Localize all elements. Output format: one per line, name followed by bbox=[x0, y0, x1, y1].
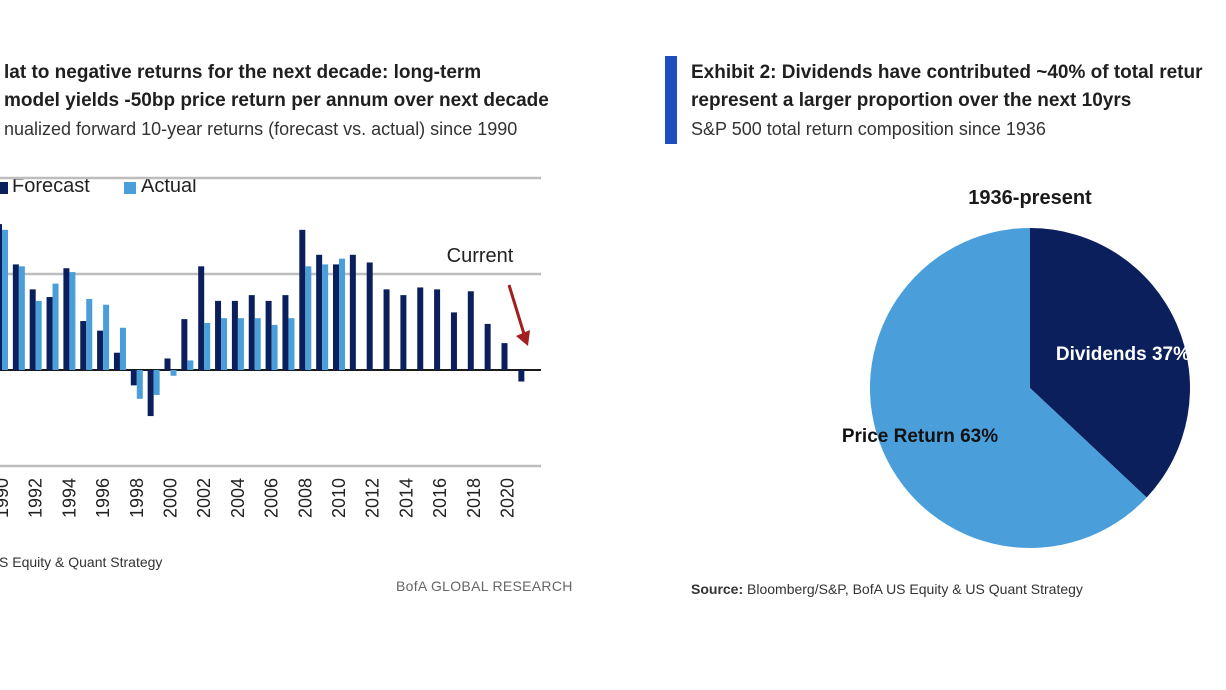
bar-actual-1990 bbox=[2, 229, 8, 370]
bar-actual-1992 bbox=[35, 300, 42, 370]
bar-forecast-1999 bbox=[147, 370, 154, 417]
bar-forecast-2011 bbox=[349, 254, 356, 370]
x-tick-label: 2014 bbox=[396, 478, 416, 518]
bar-actual-1993 bbox=[52, 283, 59, 370]
pie-chart: 1936-present Dividends 37% Price Return 6… bbox=[842, 187, 1191, 548]
bar-forecast-2012 bbox=[366, 262, 373, 370]
x-tick-label: 2010 bbox=[329, 478, 349, 518]
legend-actual-label: Actual bbox=[141, 175, 197, 197]
bar-forecast-2019 bbox=[484, 323, 491, 370]
x-tick-label: 1998 bbox=[127, 478, 147, 518]
bar-chart: 1990 1992 1994 1996 1998 2000 2002 2004 2006 2008… bbox=[0, 176, 541, 518]
bar-actual-1996 bbox=[103, 304, 110, 370]
left-brand: BofA GLOBAL RESEARCH bbox=[396, 578, 573, 594]
bar-forecast-2020 bbox=[501, 343, 508, 370]
bar-forecast-2014 bbox=[400, 295, 407, 370]
right-title-line1: Exhibit 2: Dividends have contributed ~4… bbox=[691, 62, 1203, 83]
bar-actual-2001 bbox=[187, 360, 194, 370]
right-source-label: Source: bbox=[691, 581, 744, 597]
right-exhibit: Exhibit 2: Dividends have contributed ~4… bbox=[612, 0, 1226, 690]
bar-actual-1999 bbox=[153, 370, 160, 395]
legend-forecast-swatch bbox=[0, 182, 8, 194]
bar-forecast-2007 bbox=[282, 295, 289, 370]
bar-forecast-2001 bbox=[181, 319, 188, 370]
bar-actual-2009 bbox=[322, 264, 329, 370]
x-tick-label: 2004 bbox=[228, 478, 248, 518]
x-tick-label: 2002 bbox=[194, 478, 214, 518]
legend-actual-swatch bbox=[124, 182, 136, 194]
left-title-line1: lat to negative returns for the next dec… bbox=[4, 62, 482, 83]
bar-forecast-1996 bbox=[97, 330, 104, 370]
bar-forecast-2003 bbox=[215, 300, 222, 370]
bar-forecast-2013 bbox=[383, 289, 390, 370]
bar-actual-1991 bbox=[18, 266, 25, 370]
x-tick-label: 2000 bbox=[161, 478, 181, 518]
bar-forecast-1994 bbox=[63, 268, 70, 370]
bar-forecast-1998 bbox=[130, 370, 137, 386]
left-subtitle: nualized forward 10-year returns (foreca… bbox=[4, 119, 518, 139]
bar-actual-2003 bbox=[221, 318, 228, 370]
bar-actual-2008 bbox=[305, 266, 312, 370]
pie-label-dividends: Dividends 37% bbox=[1056, 344, 1190, 365]
bar-actual-2007 bbox=[288, 318, 295, 370]
bar-actual-1994 bbox=[69, 272, 76, 370]
x-tick-label: 2020 bbox=[498, 478, 518, 518]
bar-actual-2006 bbox=[271, 324, 278, 370]
bar-forecast-2005 bbox=[248, 295, 255, 370]
bar-forecast-2006 bbox=[265, 300, 272, 370]
bar-forecast-1993 bbox=[46, 297, 53, 370]
bar-forecast-2008 bbox=[299, 229, 306, 370]
right-source: Source: Bloomberg/S&P, BofA US Equity & … bbox=[691, 581, 1083, 597]
pie-label-price-return: Price Return 63% bbox=[842, 426, 998, 447]
bar-forecast-1991 bbox=[12, 264, 19, 370]
bar-forecast-2015 bbox=[417, 287, 424, 370]
right-title-line2: represent a larger proportion over the n… bbox=[691, 90, 1132, 111]
bar-forecast-2018 bbox=[467, 291, 474, 370]
current-arrow-shaft bbox=[507, 284, 526, 335]
bar-forecast-2016 bbox=[434, 289, 441, 370]
current-arrow-head bbox=[516, 330, 530, 346]
x-tick-label: 1996 bbox=[93, 478, 113, 518]
bar-forecast-1990 bbox=[0, 224, 2, 370]
left-exhibit: lat to negative returns for the next dec… bbox=[0, 0, 600, 690]
x-tick-label: 2006 bbox=[262, 478, 282, 518]
bar-forecast-1997 bbox=[113, 352, 120, 370]
bar-actual-2000 bbox=[170, 370, 177, 376]
bar-forecast-1992 bbox=[29, 289, 36, 370]
bar-forecast-2021 bbox=[518, 370, 525, 382]
pie-title: 1936-present bbox=[968, 187, 1092, 209]
pie-slice-price-return bbox=[870, 228, 1147, 548]
current-annotation: Current bbox=[447, 245, 514, 267]
right-source-text: Bloomberg/S&P, BofA US Equity & US Quant… bbox=[747, 581, 1083, 597]
bar-actual-2010 bbox=[339, 258, 345, 370]
left-title-line2: model yields -50bp price return per annu… bbox=[4, 90, 549, 111]
bar-forecast-2000 bbox=[164, 358, 171, 370]
bar-actual-2002 bbox=[204, 322, 211, 370]
x-tick-label: 1990 bbox=[0, 478, 12, 518]
bar-actual-2005 bbox=[254, 318, 261, 370]
bar-forecast-2002 bbox=[198, 266, 205, 370]
bar-actual-1997 bbox=[119, 327, 126, 370]
pie-slice-dividends bbox=[1030, 228, 1191, 498]
x-tick-label: 2018 bbox=[464, 478, 484, 518]
x-tick-label: 2008 bbox=[295, 478, 315, 518]
bar-actual-1998 bbox=[136, 370, 143, 399]
bar-forecast-2009 bbox=[316, 254, 323, 370]
right-subtitle: S&P 500 total return composition since 1… bbox=[691, 119, 1046, 139]
bar-forecast-2004 bbox=[231, 300, 238, 370]
bar-forecast-2017 bbox=[450, 312, 457, 370]
accent-bar bbox=[665, 56, 677, 144]
bar-forecast-2010 bbox=[333, 264, 339, 370]
bar-actual-1995 bbox=[86, 298, 93, 370]
legend-forecast-label: Forecast bbox=[12, 175, 90, 197]
bar-actual-2004 bbox=[237, 318, 244, 370]
x-tick-label: 2016 bbox=[430, 478, 450, 518]
x-tick-label: 1992 bbox=[26, 478, 46, 518]
x-tick-label: 2012 bbox=[363, 478, 383, 518]
bar-forecast-1995 bbox=[80, 321, 87, 370]
x-tick-label: 1994 bbox=[59, 478, 79, 518]
left-source: JS Equity & Quant Strategy bbox=[0, 554, 163, 570]
